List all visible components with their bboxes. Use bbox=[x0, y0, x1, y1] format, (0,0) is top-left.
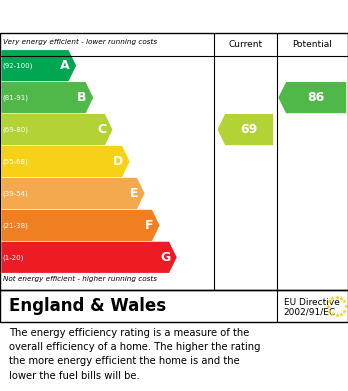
Text: (55-68): (55-68) bbox=[3, 158, 29, 165]
Text: (92-100): (92-100) bbox=[3, 63, 33, 69]
Text: 69: 69 bbox=[240, 123, 258, 136]
Polygon shape bbox=[1, 210, 160, 241]
Text: B: B bbox=[77, 91, 87, 104]
Text: E: E bbox=[129, 187, 138, 200]
Text: C: C bbox=[97, 123, 106, 136]
Text: (69-80): (69-80) bbox=[3, 126, 29, 133]
Polygon shape bbox=[218, 114, 273, 145]
Polygon shape bbox=[1, 82, 93, 113]
Text: 2002/91/EC: 2002/91/EC bbox=[284, 307, 336, 316]
Text: Very energy efficient - lower running costs: Very energy efficient - lower running co… bbox=[3, 39, 158, 45]
Text: Energy Efficiency Rating: Energy Efficiency Rating bbox=[9, 9, 219, 24]
Text: (39-54): (39-54) bbox=[3, 190, 29, 197]
Text: (21-38): (21-38) bbox=[3, 222, 29, 229]
Text: (1-20): (1-20) bbox=[3, 254, 24, 260]
Text: Not energy efficient - higher running costs: Not energy efficient - higher running co… bbox=[3, 276, 158, 282]
Text: 86: 86 bbox=[307, 91, 324, 104]
Polygon shape bbox=[1, 114, 112, 145]
Polygon shape bbox=[1, 50, 76, 81]
Text: EU Directive: EU Directive bbox=[284, 298, 340, 307]
Text: (81-91): (81-91) bbox=[3, 94, 29, 101]
Polygon shape bbox=[1, 178, 145, 209]
Polygon shape bbox=[1, 242, 177, 273]
Text: A: A bbox=[60, 59, 70, 72]
Text: F: F bbox=[145, 219, 153, 232]
Polygon shape bbox=[278, 82, 346, 113]
Text: England & Wales: England & Wales bbox=[9, 297, 166, 315]
Text: D: D bbox=[113, 155, 123, 168]
Text: Current: Current bbox=[228, 40, 262, 49]
Text: The energy efficiency rating is a measure of the
overall efficiency of a home. T: The energy efficiency rating is a measur… bbox=[9, 328, 260, 381]
Text: Potential: Potential bbox=[292, 40, 332, 49]
Text: G: G bbox=[160, 251, 170, 264]
Polygon shape bbox=[1, 146, 130, 177]
